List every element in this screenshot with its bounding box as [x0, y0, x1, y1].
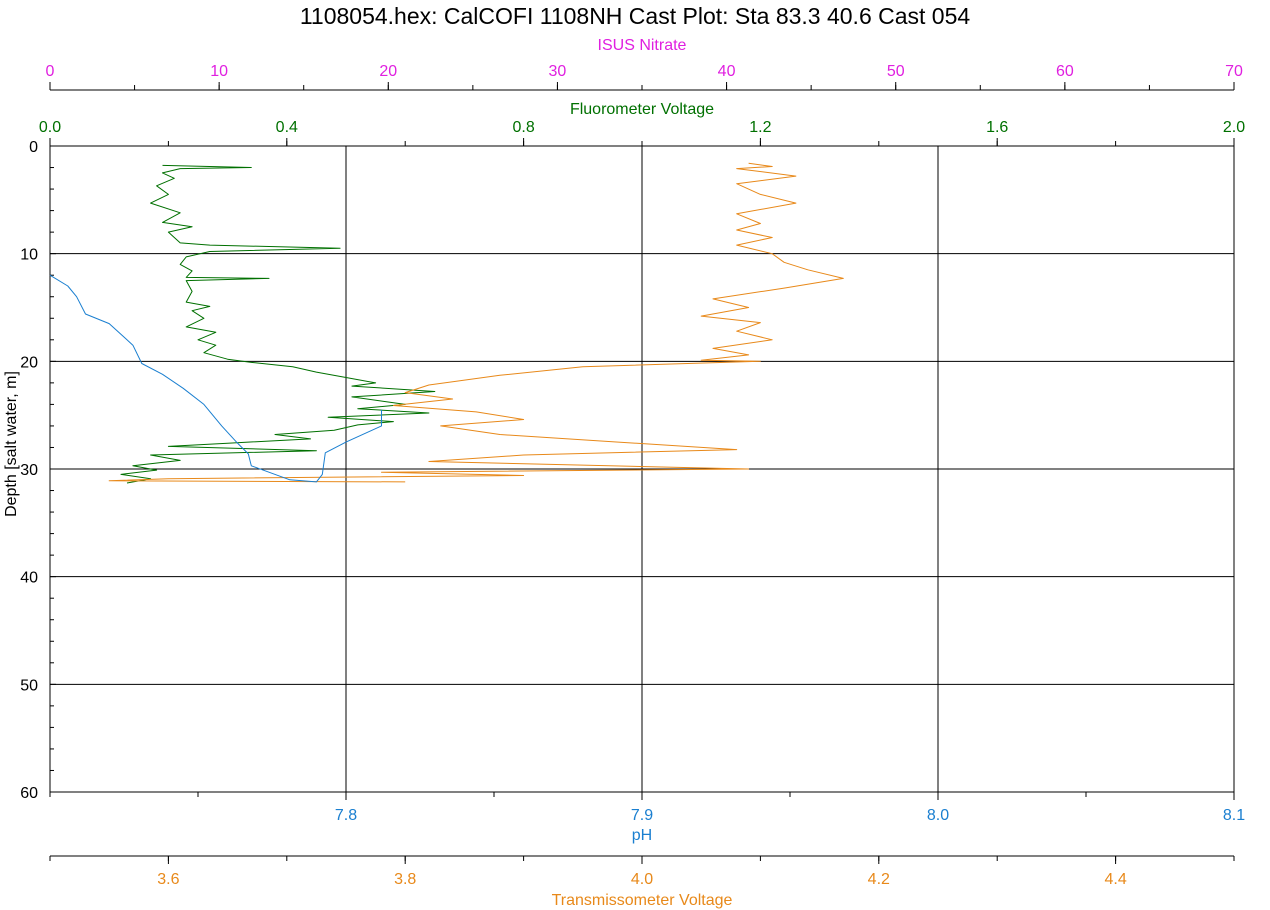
nitrate-tick-label: 10 — [210, 63, 228, 80]
fluorometer-tick-label: 2.0 — [1223, 119, 1245, 136]
fluorometer-tick-label: 0.0 — [39, 119, 61, 136]
grid-lines — [49, 145, 1235, 793]
transmissometer-tick-label: 4.2 — [868, 871, 890, 888]
ph-tick-label: 8.0 — [927, 807, 949, 824]
nitrate-tick-label: 40 — [718, 63, 736, 80]
ph-tick-label: 7.8 — [335, 807, 357, 824]
y-tick-label: 50 — [20, 677, 38, 694]
data-series — [49, 162, 844, 484]
nitrate-tick-label: 60 — [1056, 63, 1074, 80]
transmissometer-tick-label: 4.0 — [631, 871, 653, 888]
transmissometer-tick-label: 3.8 — [394, 871, 416, 888]
fluorometer-series-line — [120, 164, 436, 484]
nitrate-tick-label: 50 — [887, 63, 905, 80]
fluorometer-tick-label: 1.2 — [749, 119, 771, 136]
y-tick-label: 20 — [20, 354, 38, 371]
fluorometer-tick-label: 0.4 — [276, 119, 298, 136]
nitrate-axis-title: ISUS Nitrate — [598, 37, 687, 54]
y-tick-label: 10 — [20, 247, 38, 264]
fluorometer-tick-label: 0.8 — [512, 119, 534, 136]
nitrate-tick-label: 30 — [549, 63, 567, 80]
ph-axis-title: pH — [632, 827, 652, 844]
axes — [49, 82, 1235, 864]
fluorometer-tick-label: 1.6 — [986, 119, 1008, 136]
transmissometer-axis-title: Transmissometer Voltage — [552, 892, 733, 909]
y-tick-label: 30 — [20, 462, 38, 479]
transmissometer-tick-label: 4.4 — [1104, 871, 1126, 888]
y-tick-label: 40 — [20, 570, 38, 587]
nitrate-tick-label: 70 — [1225, 63, 1243, 80]
ph-tick-label: 8.1 — [1223, 807, 1245, 824]
y-tick-label: 60 — [20, 785, 38, 802]
nitrate-tick-label: 20 — [379, 63, 397, 80]
transmissometer-series-line — [108, 162, 844, 483]
ph-tick-label: 7.9 — [631, 807, 653, 824]
fluorometer-axis-title: Fluorometer Voltage — [570, 101, 714, 118]
y-tick-label: 0 — [29, 139, 38, 156]
transmissometer-tick-label: 3.6 — [157, 871, 179, 888]
nitrate-tick-label: 0 — [46, 63, 55, 80]
axis-labels: 0 10 20 30 40 50 60 0 10 20 30 40 50 60 70 ISUS Nitrate… — [3, 37, 1245, 909]
y-axis-title: Depth [salt water, m] — [3, 371, 20, 517]
ph-series-line — [49, 274, 382, 483]
chart-title: 1108054.hex: CalCOFI 1108NH Cast Plot: S… — [300, 3, 971, 29]
